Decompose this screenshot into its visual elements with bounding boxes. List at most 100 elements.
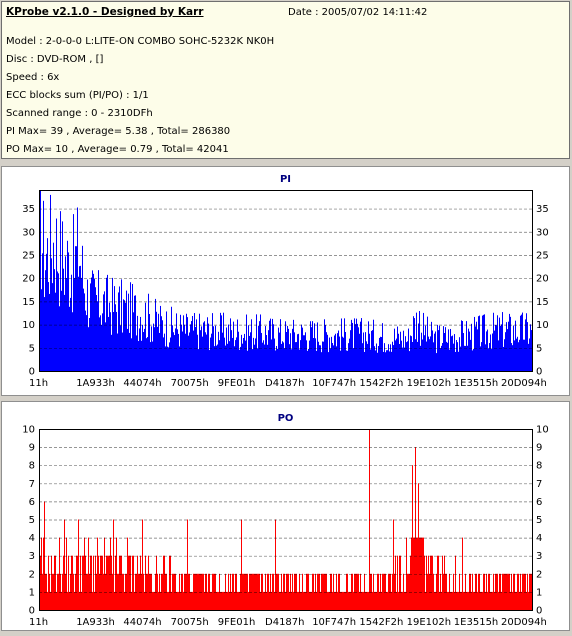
bar <box>93 555 94 610</box>
bar <box>306 340 307 371</box>
bar <box>64 294 65 371</box>
bar <box>82 555 83 610</box>
bar <box>345 331 346 371</box>
bar <box>211 591 212 610</box>
bar <box>327 334 328 371</box>
bar <box>287 573 288 610</box>
bar <box>277 573 278 610</box>
po-chart-panel: PO 0 0 1 1 2 2 3 3 4 4 5 5 6 6 7 7 8 8 9 9 10 10 11h 1A933h 44074… <box>1 401 570 631</box>
bar <box>284 573 285 610</box>
bar <box>387 591 388 610</box>
bar <box>526 591 527 610</box>
bar <box>360 573 361 610</box>
bar <box>369 429 370 610</box>
bar <box>354 318 355 371</box>
bar <box>333 573 334 610</box>
bar <box>485 344 486 371</box>
bar <box>495 573 496 610</box>
bar <box>432 330 433 371</box>
bar <box>228 573 229 610</box>
bar <box>101 555 102 610</box>
bar <box>422 537 423 610</box>
bar <box>462 320 463 371</box>
bar <box>507 573 508 610</box>
bar <box>142 324 143 371</box>
bar <box>226 591 227 610</box>
bar <box>514 573 515 610</box>
bar <box>493 312 494 371</box>
bar <box>62 221 63 371</box>
bar <box>112 277 113 371</box>
bar <box>186 313 187 371</box>
bar <box>454 591 455 610</box>
bar <box>143 573 144 610</box>
bar <box>367 591 368 610</box>
bar <box>426 555 427 610</box>
bar <box>472 573 473 610</box>
bar <box>400 331 401 371</box>
bar <box>84 293 85 371</box>
bar <box>486 573 487 610</box>
y-tick-label-right: 1 <box>536 587 542 598</box>
bar <box>315 338 316 371</box>
bar <box>74 277 75 371</box>
bar <box>71 555 72 610</box>
bar <box>156 311 157 371</box>
bar <box>522 312 523 371</box>
bar <box>344 591 345 610</box>
bar <box>300 591 301 610</box>
bar <box>156 555 157 610</box>
bar <box>354 573 355 610</box>
bar <box>527 573 528 610</box>
bar <box>365 591 366 610</box>
bar <box>261 573 262 610</box>
y-tick-label-left: 1 <box>29 587 35 598</box>
bar <box>162 573 163 610</box>
bar <box>236 573 237 610</box>
bar <box>400 555 401 610</box>
bar <box>457 591 458 610</box>
bar <box>373 319 374 371</box>
bar <box>517 573 518 610</box>
bar <box>40 555 41 610</box>
bar <box>307 350 308 371</box>
bar <box>343 337 344 371</box>
bar <box>335 333 336 371</box>
bar <box>65 256 66 371</box>
bar <box>490 334 491 371</box>
bar <box>140 555 141 610</box>
y-tick-label-left: 35 <box>22 204 35 215</box>
bar <box>89 573 90 610</box>
bar <box>165 573 166 610</box>
bar <box>384 573 385 610</box>
bar <box>308 348 309 371</box>
bar <box>340 350 341 371</box>
bar <box>116 311 117 371</box>
bar <box>283 342 284 371</box>
bar <box>447 342 448 371</box>
bar <box>53 242 54 371</box>
bar <box>184 573 185 610</box>
bar <box>150 573 151 610</box>
bar <box>285 321 286 371</box>
y-tick-label-right: 7 <box>536 479 542 490</box>
bar <box>346 350 347 371</box>
bar <box>515 320 516 371</box>
bar <box>161 316 162 371</box>
bar <box>202 573 203 610</box>
bar <box>114 286 115 371</box>
y-tick-label-left: 9 <box>29 443 35 454</box>
bar <box>371 573 372 610</box>
bar <box>437 555 438 610</box>
bar <box>419 537 420 610</box>
bar <box>410 335 411 371</box>
bar <box>420 537 421 610</box>
bar <box>288 573 289 610</box>
x-tick-label: 9FE01h <box>218 378 256 389</box>
bar <box>523 573 524 610</box>
bar <box>214 346 215 371</box>
y-tick-label-left: 4 <box>29 533 35 544</box>
bar <box>202 336 203 371</box>
bar <box>310 321 311 371</box>
bar <box>482 591 483 610</box>
